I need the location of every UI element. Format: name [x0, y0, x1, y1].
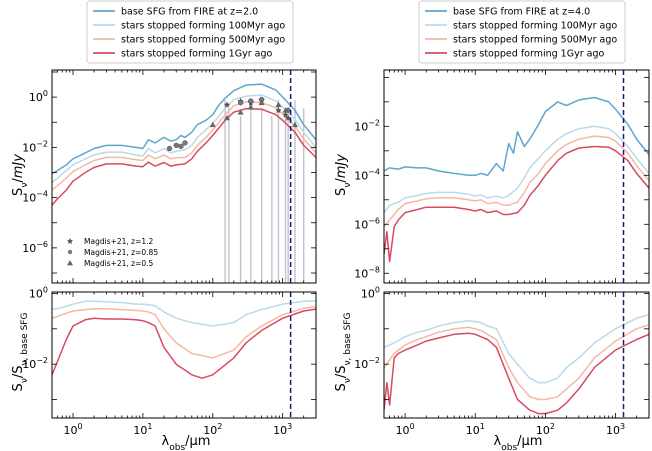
obs-point [223, 101, 231, 108]
panel-top-left: Magdis+21, z=1.2 Magdis+21, z=0.85 Magdis+… [22, 69, 317, 284]
ylabel-top-right: Sν/mJy [334, 154, 353, 196]
obs-point [275, 107, 282, 114]
obs-point [182, 140, 188, 146]
legend-left-entry-label-3: stars stopped forming 1Gyr ago [121, 49, 272, 60]
obs-point [291, 121, 298, 128]
obs-point [237, 100, 244, 106]
ytick-label-bottom-left-1: 100 [29, 285, 48, 300]
legend-right: base SFG from FIRE at z=4.0 stars stopped… [418, 0, 626, 64]
xtick-label-bottom-left-2: 102 [203, 422, 222, 437]
series-line-top-right-0 [384, 96, 649, 177]
ytick-label-top-left-1: 10−4 [22, 190, 48, 205]
obs-legend-marker-0 [67, 238, 73, 244]
obs-legend: Magdis+21, z=1.2 Magdis+21, z=0.85 Magdis+… [67, 237, 158, 268]
xtick-label-bottom-right-2: 102 [536, 422, 555, 437]
legend-right-entry-label-1: stars stopped forming 100Myr ago [453, 21, 617, 32]
axes-frame [51, 291, 317, 419]
legend-right-entry-label-2: stars stopped forming 500Myr ago [453, 35, 617, 46]
legend-right-frame [418, 0, 626, 64]
panel-bottom-right: 100 101 102 103 10−2 100 [354, 285, 650, 437]
xtick-label-bottom-right-1: 101 [466, 422, 485, 437]
obs-point [166, 145, 173, 152]
xtick-label-bottom-right-0: 100 [396, 422, 415, 437]
series-line-bottom-right-0 [384, 313, 649, 384]
series-line-top-left-0 [52, 83, 316, 175]
series-line-bottom-right-1 [384, 324, 649, 401]
obs-point [282, 111, 289, 118]
obs-point [282, 107, 289, 113]
xtick-label-bottom-left-0: 100 [63, 422, 82, 437]
panel-top-right: 10−8 10−6 10−4 10−2 [354, 69, 650, 284]
series-line-top-right-3 [384, 145, 649, 263]
axes-frame [383, 291, 650, 419]
xlabel-left: λobs/μm [162, 434, 211, 451]
ytick-label-top-left-3: 100 [29, 89, 48, 104]
legend-left-entry-label-1: stars stopped forming 100Myr ago [121, 21, 285, 32]
series-line-top-left-1 [52, 94, 316, 184]
ylabel-bottom-right: Sν/Sν, base SFG [334, 313, 353, 392]
series-line-top-left-3 [52, 107, 316, 206]
ylabel-bottom-left: Sν/Sν, base SFG [11, 313, 30, 392]
svg-text:Sν/Sν, base SFG: Sν/Sν, base SFG [334, 313, 353, 392]
legend-left-entry-label-2: stars stopped forming 500Myr ago [121, 35, 285, 46]
legend-left-entry-label-0: base SFG from FIRE at z=2.0 [121, 7, 258, 18]
ytick-label-top-right-1: 10−6 [354, 216, 380, 231]
legend-left: base SFG from FIRE at z=2.0 stars stopped… [86, 0, 294, 64]
obs-point [173, 142, 179, 149]
axes-frame [51, 69, 317, 284]
ytick-label-bottom-left-0: 10−2 [22, 356, 48, 371]
obs-point [258, 99, 265, 106]
obs-legend-marker-1 [67, 249, 73, 255]
obs-point [237, 109, 244, 115]
series-line-bottom-left-1 [52, 306, 316, 359]
obs-legend-label-0: Magdis+21, z=1.2 [84, 237, 154, 246]
ytick-label-top-right-0: 10−8 [354, 265, 380, 280]
ytick-label-bottom-right-0: 10−2 [354, 356, 380, 371]
obs-legend-label-2: Magdis+21, z=0.5 [84, 259, 154, 268]
legend-right-entry-label-0: base SFG from FIRE at z=4.0 [453, 7, 590, 18]
obs-point [284, 114, 292, 121]
axes-frame [383, 69, 650, 284]
series-line-top-left-2 [52, 101, 316, 191]
panel-bottom-left: 100 101 102 103 10−2 100 [22, 285, 317, 437]
obs-point [224, 114, 231, 121]
xtick-label-bottom-left-1: 101 [133, 422, 152, 437]
ytick-label-top-right-2: 10−4 [354, 167, 380, 182]
legend-right-entry-label-3: stars stopped forming 1Gyr ago [453, 49, 604, 60]
series-line-top-right-1 [384, 125, 649, 214]
obs-point [209, 121, 216, 128]
xlabel-right: λobs/μm [494, 434, 543, 451]
ytick-label-bottom-right-1: 100 [361, 285, 380, 300]
legend-left-frame [86, 0, 294, 64]
obs-legend-label-1: Magdis+21, z=0.85 [84, 248, 158, 257]
svg-text:Sν/mJy: Sν/mJy [334, 154, 353, 196]
ylabel-top-left: Sν/mJy [11, 154, 30, 196]
series-line-bottom-left-0 [52, 300, 316, 327]
ytick-label-top-left-2: 10−2 [22, 139, 48, 154]
obs-point [178, 143, 184, 149]
obs-point [248, 98, 254, 104]
xtick-label-bottom-left-3: 103 [273, 422, 292, 437]
ytick-label-top-left-0: 10−6 [22, 240, 48, 255]
obs-point [275, 101, 282, 108]
svg-text:Sν/mJy: Sν/mJy [11, 154, 30, 196]
series-line-top-right-2 [384, 135, 649, 228]
obs-point [247, 104, 254, 110]
svg-text:Sν/Sν, base SFG: Sν/Sν, base SFG [11, 313, 30, 392]
xtick-label-bottom-right-3: 103 [606, 422, 625, 437]
obs-legend-marker-2 [67, 260, 73, 266]
series-line-bottom-right-2 [384, 332, 649, 415]
ytick-label-top-right-3: 10−2 [354, 118, 380, 133]
series-line-bottom-left-2 [52, 308, 316, 379]
